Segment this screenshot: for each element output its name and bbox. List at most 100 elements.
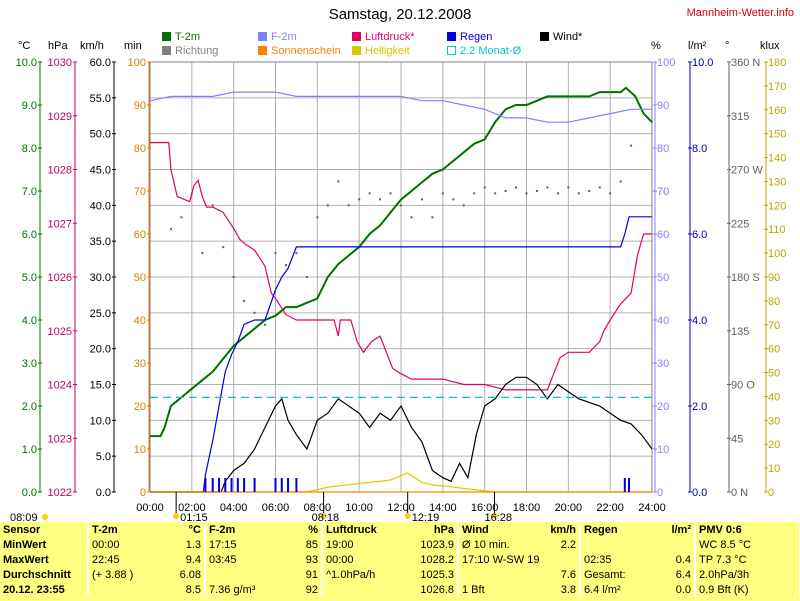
stats-cell: WC 8.5 °C	[695, 537, 800, 552]
stats-cell	[205, 567, 265, 582]
day-length-label: 08:09	[10, 512, 38, 522]
tick-label-rain: 2.0	[692, 401, 707, 413]
stats-cell: hPa	[390, 522, 459, 537]
x-tick-label: 04:00	[220, 502, 248, 514]
direction-point	[284, 264, 287, 267]
tick-label-humidity: 20	[657, 401, 669, 413]
rain-bar	[236, 478, 239, 492]
direction-point	[494, 192, 497, 195]
tick-label-humidity: 100	[657, 57, 675, 69]
tick-label-temp: 9.0	[22, 100, 37, 112]
direction-point	[630, 144, 633, 147]
stats-cell: 6.4	[640, 567, 696, 582]
tick-label-humidity: 30	[657, 358, 669, 370]
tick-label-light: 140	[768, 153, 786, 165]
direction-point	[567, 186, 570, 189]
tick-label-temp: 7.0	[22, 186, 37, 198]
x-tick-label: 14:00	[429, 502, 457, 514]
stats-cell	[580, 537, 640, 552]
tick-label-humidity: 70	[657, 186, 669, 198]
legend-swatch	[258, 32, 267, 41]
tick-label-humidity: 40	[657, 315, 669, 327]
stats-cell: 85	[265, 537, 323, 552]
tick-label-wind: 20.0	[90, 344, 111, 356]
tick-label-sun: 30	[134, 358, 146, 370]
rain-bar	[287, 478, 290, 492]
legend-label: 2.2 Monat-Ø	[460, 45, 522, 57]
stats-cell: 7.36 g/m³	[209, 583, 256, 596]
tick-label-wind: 10.0	[90, 415, 111, 427]
tick-label-wind: 15.0	[90, 380, 111, 392]
rain-bar	[274, 478, 277, 492]
tick-label-light: 30	[768, 415, 780, 427]
tick-label-light: 20	[768, 439, 780, 451]
stats-cell: Luftdruck	[326, 523, 377, 536]
legend-item: Helligkeit	[352, 45, 410, 57]
legend-swatch	[258, 46, 267, 55]
tick-label-direction: 135	[731, 326, 749, 338]
stats-cell: 1 Bft	[462, 583, 485, 596]
stats-row: MinWert 00:00 1.3 17:15 85 19:00 1023.9 Ø 10 mi…	[0, 537, 800, 552]
stats-cell: 3.8	[540, 582, 581, 597]
bottom-markers: 01:15 08:18 12:19 16:28 08:09	[10, 492, 512, 522]
stats-row: 20.12. 23:55 8.5 7.36 g/m³ 92 1026.8 1 Bft 3.8…	[0, 582, 800, 597]
stats-cell: °C	[150, 522, 206, 537]
rain-bar	[243, 478, 246, 492]
stats-cell: 7.6	[540, 567, 581, 582]
sun-marker-dot	[404, 513, 411, 519]
stats-cell: km/h	[540, 522, 581, 537]
stats-cell: 0.4	[640, 552, 696, 567]
direction-point	[462, 204, 465, 207]
x-tick-label: 02:00	[178, 502, 206, 514]
x-tick-label: 10:00	[345, 502, 373, 514]
legend-item: Richtung	[162, 45, 218, 57]
unit-direction: °	[725, 40, 730, 52]
chart-title: Samstag, 20.12.2008	[328, 6, 472, 23]
direction-point	[201, 252, 204, 255]
brand-link[interactable]: Mannheim-Wetter.info	[686, 7, 794, 19]
legend-swatch	[447, 32, 456, 41]
tick-label-direction: 360 N	[731, 57, 760, 69]
rain-bar	[230, 478, 233, 492]
stats-cell: Gesamt:	[584, 568, 626, 581]
tick-label-light: 160	[768, 105, 786, 117]
legend-label: Sonnenschein	[271, 45, 341, 57]
x-tick-label: 00:00	[136, 502, 164, 514]
tick-label-sun: 80	[134, 143, 146, 155]
series-layer	[149, 86, 653, 493]
stats-cell: 2.0hPa/3h	[695, 567, 800, 582]
stats-cell: Ø 10 min.	[462, 538, 510, 551]
direction-point	[358, 198, 361, 201]
rain-bar	[204, 478, 207, 492]
direction-point	[274, 252, 277, 255]
legend-item: F-2m	[258, 31, 297, 43]
rain-bar	[295, 478, 298, 492]
direction-point	[515, 186, 518, 189]
tick-label-wind: 50.0	[90, 129, 111, 141]
direction-point	[420, 198, 423, 201]
stats-cell: 2.2	[540, 537, 581, 552]
series-luftdruck	[150, 142, 652, 391]
x-tick-label: 06:00	[262, 502, 290, 514]
tick-label-light: 80	[768, 296, 780, 308]
tick-label-light: 90	[768, 272, 780, 284]
stats-cell: 6.08	[150, 567, 206, 582]
tick-label-direction: 45	[731, 433, 743, 445]
tick-label-pressure: 1026	[48, 272, 72, 284]
stats-panel: Sensor T-2m °C F-2m% Luftdruck hPa Wind km/h Reg…	[0, 522, 800, 601]
stats-cell: 19:00	[326, 538, 354, 551]
stats-cell: Sensor	[0, 522, 89, 537]
unit-sun: min	[124, 40, 142, 52]
series-wind	[150, 376, 653, 493]
unit-rain: l/m²	[688, 40, 707, 52]
stats-cell: (+ 3.88 )	[92, 568, 134, 581]
direction-point	[169, 228, 172, 231]
legend-label: F-2m	[271, 31, 297, 43]
x-tick-label: 22:00	[596, 502, 624, 514]
tick-label-light: 130	[768, 176, 786, 188]
direction-point	[609, 192, 612, 195]
tick-label-sun: 40	[134, 315, 146, 327]
stats-cell: 6.4 l/m²	[584, 583, 621, 596]
direction-point	[347, 204, 350, 207]
tick-label-pressure: 1028	[48, 165, 72, 177]
